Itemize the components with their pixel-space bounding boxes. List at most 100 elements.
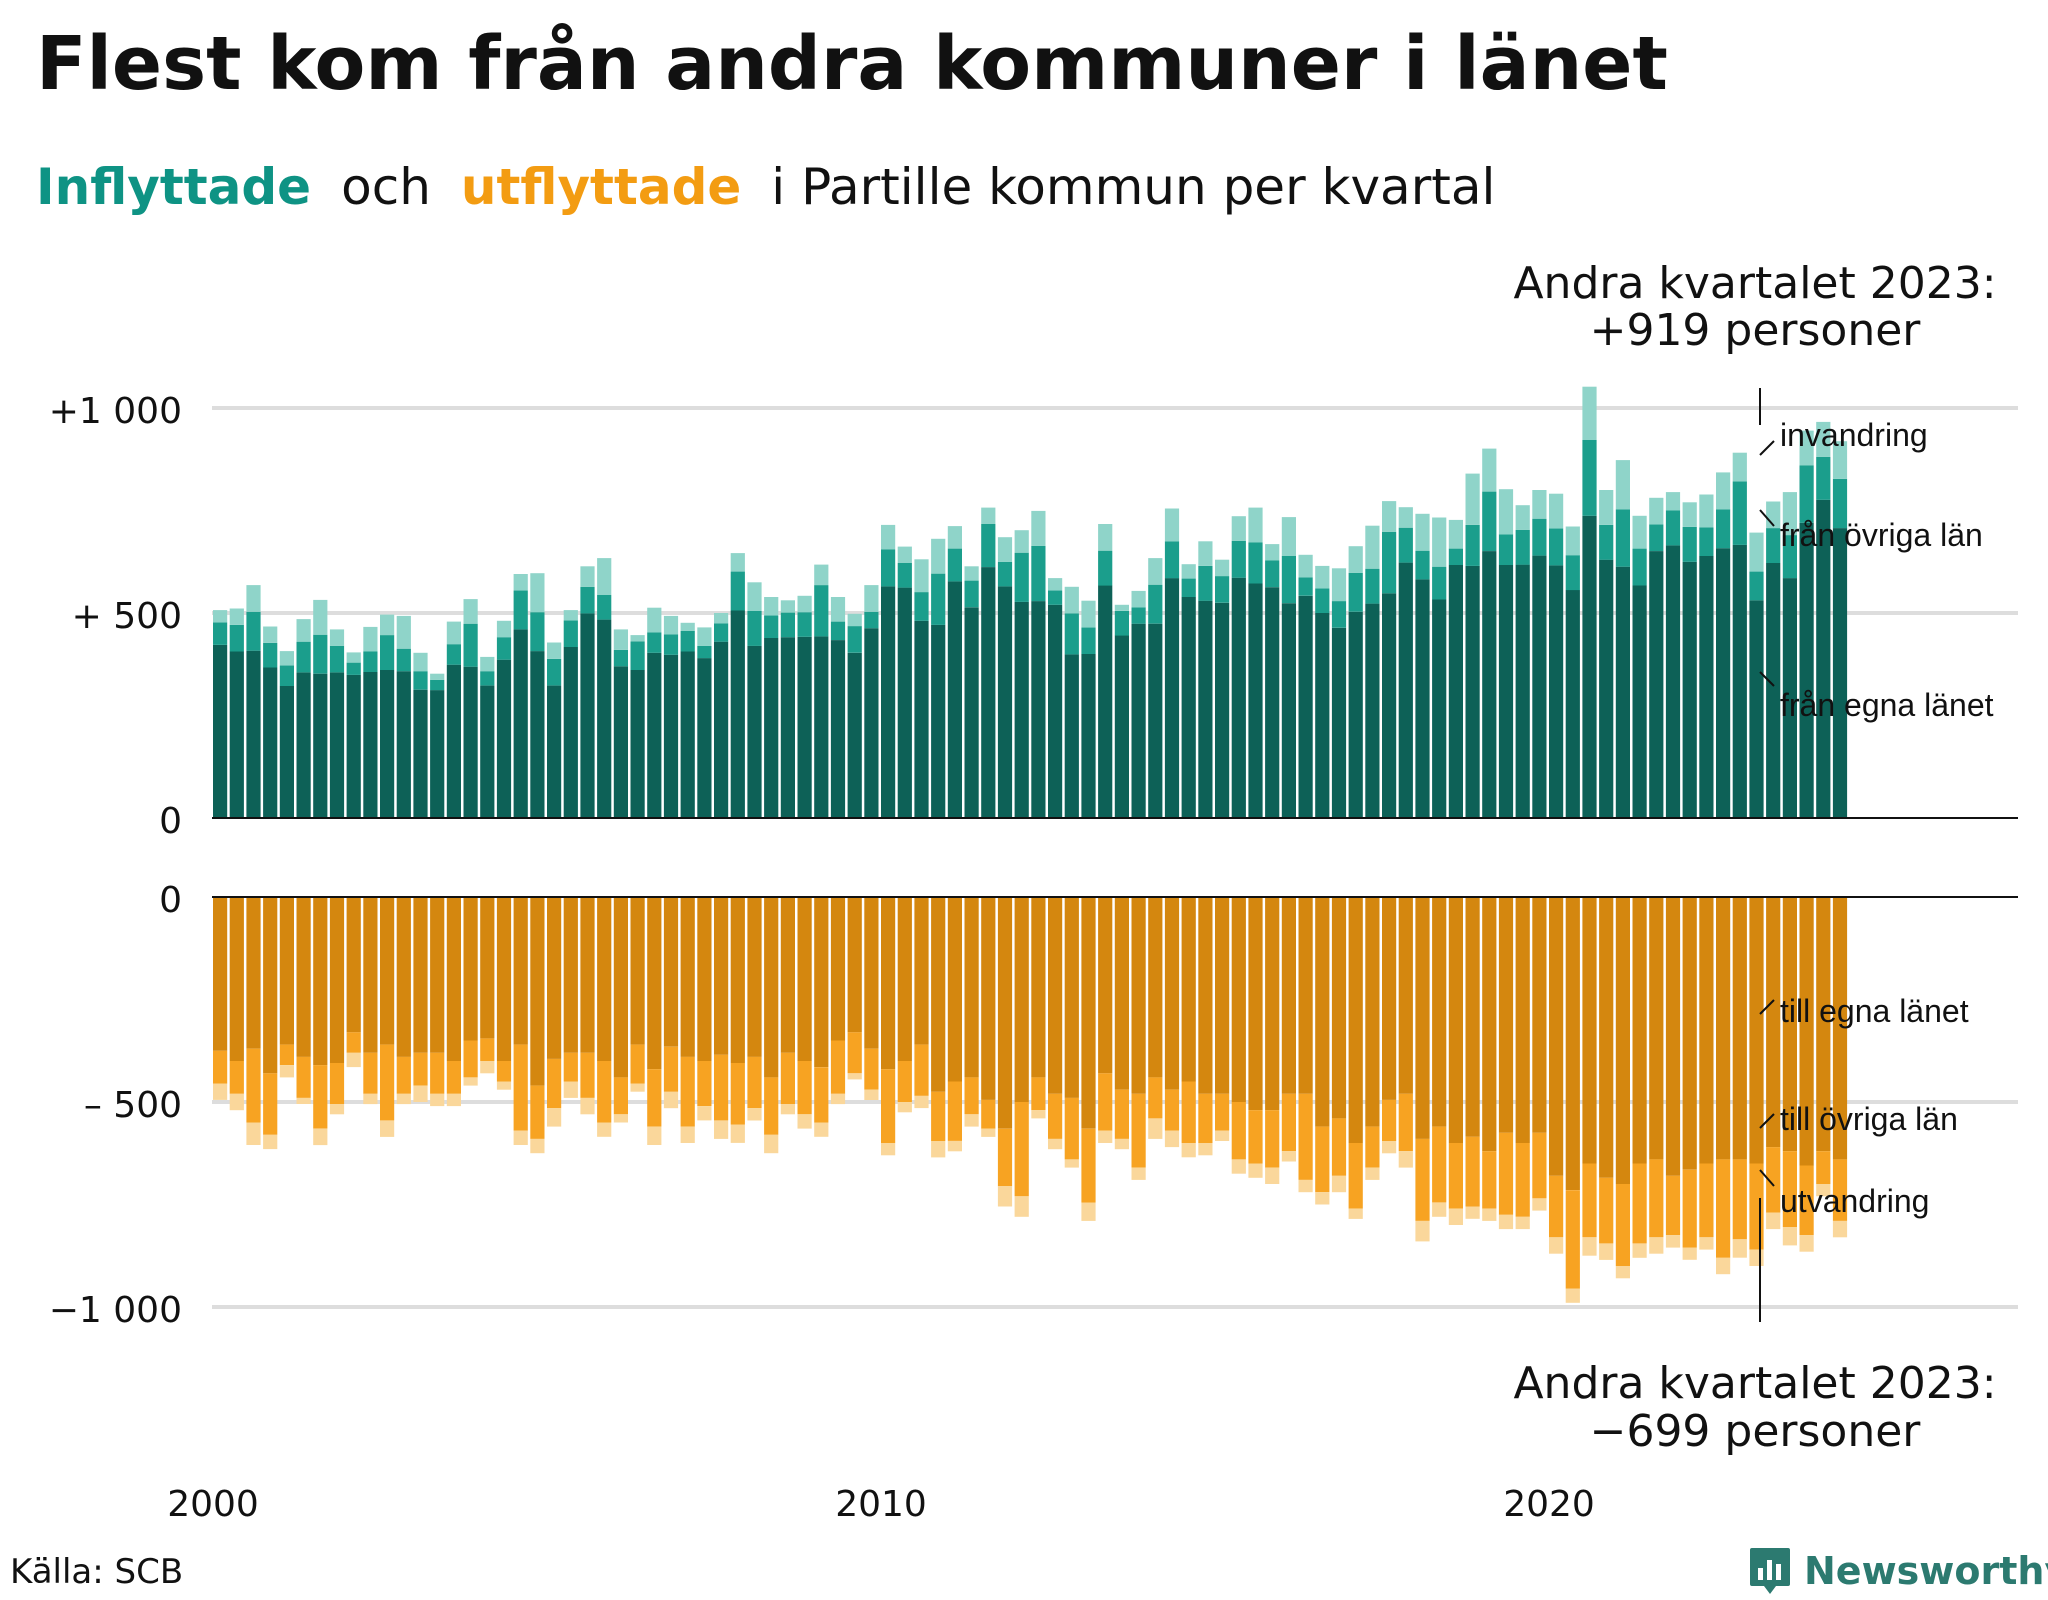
bar-in-other-31 — [730, 571, 745, 611]
bar-in-immigration-80 — [1549, 493, 1564, 529]
bar-in-other-78 — [1515, 529, 1530, 565]
bar-out-county-26 — [647, 897, 662, 1070]
leader-fran-egna-lanet — [1759, 671, 1775, 687]
bar-out-county-66 — [1315, 897, 1330, 1127]
bar-out-county-83 — [1599, 897, 1614, 1178]
bar-out-other-41 — [897, 1061, 912, 1102]
bar-out-county-15 — [463, 897, 478, 1041]
bar-out-county-3 — [263, 897, 278, 1074]
bar-in-county-54 — [1114, 635, 1129, 818]
bar-out-emigration-41 — [897, 1102, 912, 1113]
bar-in-other-81 — [1565, 555, 1580, 591]
bar-in-other-85 — [1632, 548, 1647, 586]
bar-out-county-86 — [1649, 897, 1664, 1160]
bar-out-county-70 — [1382, 897, 1397, 1100]
bar-in-other-4 — [279, 665, 294, 686]
bar-in-other-16 — [480, 671, 495, 686]
bar-out-emigration-32 — [747, 1108, 762, 1121]
bar-in-immigration-68 — [1348, 546, 1363, 573]
bar-out-emigration-34 — [780, 1104, 795, 1115]
bar-out-county-92 — [1749, 897, 1764, 1164]
bar-in-immigration-8 — [346, 652, 361, 663]
bar-out-other-18 — [513, 1044, 528, 1131]
bar-out-other-88 — [1682, 1169, 1697, 1248]
bar-out-county-7 — [329, 897, 345, 1063]
bar-out-county-68 — [1348, 897, 1363, 1143]
bar-out-other-93 — [1766, 1147, 1781, 1213]
bar-in-other-40 — [881, 549, 896, 587]
bar-in-other-51 — [1064, 613, 1079, 655]
bar-out-county-22 — [580, 897, 595, 1053]
bar-out-emigration-24 — [613, 1114, 628, 1123]
axes: +1 000 + 500 0 0 – 500 −1 000 2000 2010 2020 — [49, 391, 2018, 1525]
bar-out-emigration-80 — [1549, 1237, 1564, 1254]
bar-out-other-23 — [597, 1061, 612, 1123]
bar-out-emigration-57 — [1164, 1130, 1180, 1148]
bar-in-immigration-78 — [1515, 505, 1530, 530]
source-text: Källa: SCB — [10, 1552, 184, 1592]
bar-in-immigration-35 — [797, 595, 812, 613]
bar-out-emigration-30 — [714, 1120, 729, 1139]
bar-in-immigration-74 — [1448, 519, 1463, 549]
bar-in-other-69 — [1365, 568, 1380, 604]
series-label-leaders — [1759, 440, 1775, 1187]
bar-out-county-8 — [346, 897, 361, 1033]
bar-in-other-38 — [847, 626, 862, 653]
bar-in-county-37 — [830, 640, 846, 818]
bar-out-other-92 — [1749, 1163, 1764, 1250]
bar-out-county-94 — [1782, 897, 1797, 1152]
bar-out-other-81 — [1565, 1190, 1580, 1289]
y-tick-label-bottom-2: −1 000 — [49, 1290, 182, 1331]
bar-out-other-31 — [730, 1063, 745, 1125]
bar-in-immigration-50 — [1048, 578, 1063, 591]
bar-out-emigration-27 — [663, 1091, 679, 1109]
bar-in-immigration-65 — [1298, 554, 1313, 578]
leader-invandring — [1759, 440, 1775, 456]
bar-out-county-47 — [997, 897, 1013, 1129]
bar-in-other-10 — [380, 635, 395, 670]
bar-in-county-45 — [964, 607, 979, 818]
bar-out-other-9 — [363, 1052, 378, 1094]
bar-in-county-16 — [480, 685, 495, 818]
bar-out-other-96 — [1816, 1151, 1831, 1184]
bar-in-other-43 — [931, 573, 946, 625]
bar-in-immigration-61 — [1231, 516, 1246, 541]
bar-out-emigration-14 — [446, 1093, 461, 1107]
bar-out-other-90 — [1716, 1159, 1731, 1258]
bar-in-county-93 — [1766, 563, 1781, 818]
bar-in-immigration-53 — [1098, 524, 1113, 551]
bar-in-county-23 — [597, 619, 612, 818]
chart-title: Flest kom från andra kommuner i länet — [36, 21, 1668, 107]
bar-in-immigration-85 — [1632, 515, 1647, 549]
bar-out-emigration-89 — [1699, 1237, 1714, 1250]
bar-out-emigration-18 — [513, 1130, 528, 1145]
bar-in-other-45 — [964, 580, 979, 608]
y-tick-label-top-1: + 500 — [72, 596, 182, 637]
bar-out-county-59 — [1198, 897, 1213, 1094]
bar-out-other-54 — [1114, 1089, 1129, 1139]
bar-in-immigration-54 — [1114, 604, 1129, 611]
bar-out-county-21 — [563, 897, 578, 1053]
bar-out-county-74 — [1448, 897, 1463, 1143]
bar-out-county-87 — [1665, 897, 1681, 1176]
bar-out-other-56 — [1148, 1077, 1163, 1119]
bar-out-emigration-15 — [463, 1077, 478, 1086]
bar-out-emigration-12 — [413, 1085, 428, 1102]
bar-out-emigration-0 — [213, 1083, 228, 1100]
bar-in-immigration-94 — [1782, 492, 1797, 536]
bar-out-other-72 — [1415, 1138, 1430, 1221]
bar-in-other-21 — [563, 620, 578, 647]
bar-out-county-95 — [1799, 897, 1814, 1166]
bar-out-other-1 — [229, 1061, 244, 1094]
bar-in-immigration-52 — [1081, 600, 1096, 628]
bar-in-county-32 — [747, 645, 762, 818]
bar-out-emigration-69 — [1365, 1167, 1380, 1180]
bar-out-emigration-63 — [1265, 1167, 1280, 1184]
bar-in-other-50 — [1048, 590, 1063, 605]
bar-out-emigration-36 — [814, 1122, 829, 1137]
bar-out-emigration-73 — [1432, 1202, 1447, 1217]
bar-in-immigration-19 — [530, 573, 545, 613]
bar-in-county-79 — [1532, 555, 1547, 818]
bar-out-other-79 — [1532, 1132, 1547, 1199]
bar-out-other-12 — [413, 1052, 428, 1086]
